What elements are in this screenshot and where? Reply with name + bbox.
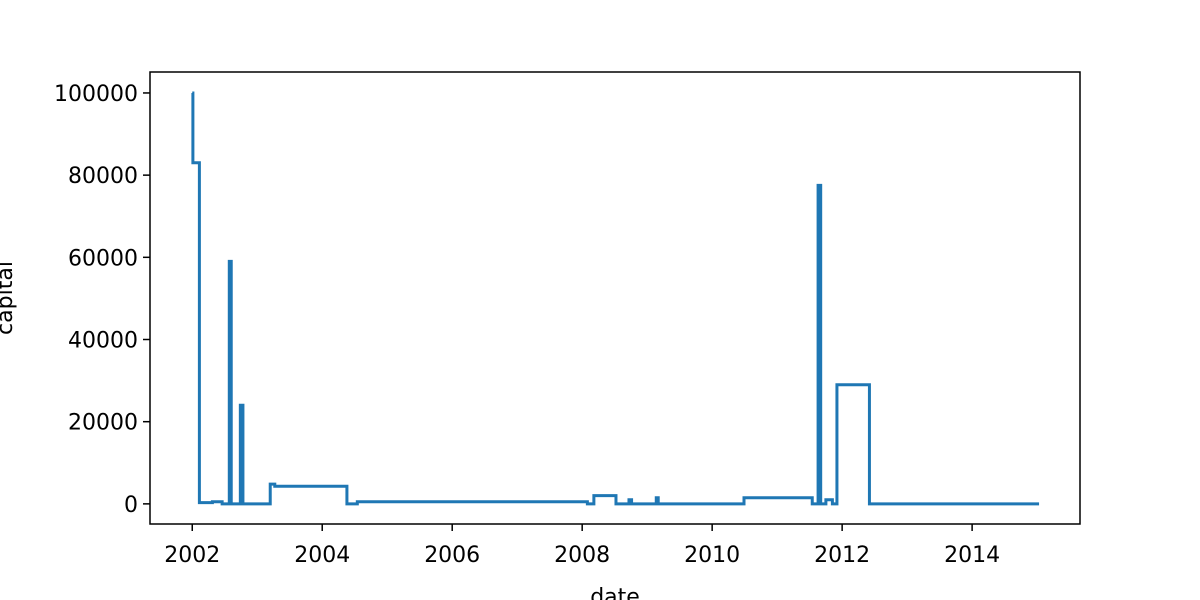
- x-tick-label: 2008: [554, 543, 610, 568]
- x-tick-label: 2012: [814, 543, 870, 568]
- x-tick-label: 2002: [164, 543, 220, 568]
- y-axis-label: capital: [0, 261, 18, 335]
- x-tick-label: 2010: [684, 543, 740, 568]
- x-tick-label: 2004: [294, 543, 350, 568]
- y-tick-label: 0: [124, 493, 138, 518]
- y-tick-label: 40000: [68, 329, 138, 354]
- plot-frame: [149, 71, 1081, 525]
- y-tick-label: 60000: [68, 246, 138, 271]
- y-tick-label: 100000: [54, 82, 138, 107]
- x-tick-label: 2006: [424, 543, 480, 568]
- y-tick-label: 20000: [68, 411, 138, 436]
- x-axis-label: date: [590, 585, 640, 600]
- y-tick-label: 80000: [68, 164, 138, 189]
- data-line: [191, 91, 1040, 506]
- x-tick-label: 2014: [944, 543, 1000, 568]
